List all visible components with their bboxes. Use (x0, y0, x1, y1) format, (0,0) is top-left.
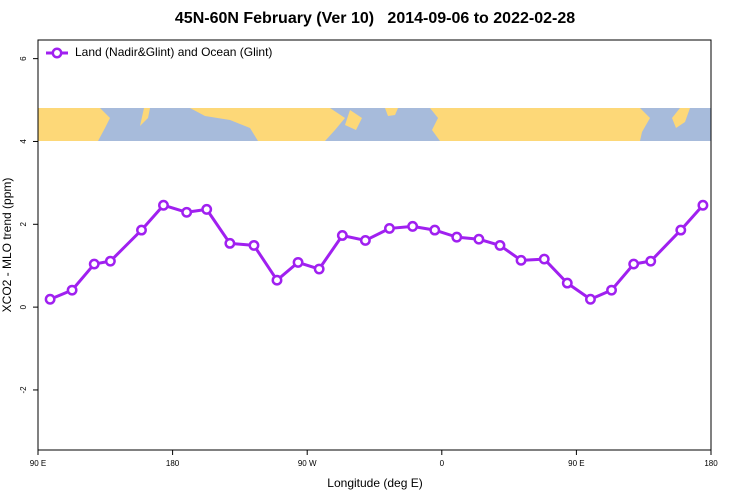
data-point (675, 224, 687, 236)
data-point (66, 284, 78, 296)
x-tick-label: 180 (166, 459, 180, 468)
legend-label: Land (Nadir&Glint) and Ocean (Glint) (75, 45, 272, 59)
data-point (44, 293, 56, 305)
data-point (359, 234, 371, 246)
y-tick-label: 2 (19, 222, 28, 227)
y-axis-title: XCO2 - MLO trend (ppm) (0, 178, 14, 313)
data-point (88, 258, 100, 270)
data-point (313, 263, 325, 275)
data-point (697, 199, 709, 211)
x-tick-label: 90 E (30, 459, 46, 468)
map-band (38, 108, 711, 141)
x-tick-label: 90 W (298, 459, 317, 468)
x-tick-label: 180 (704, 459, 718, 468)
x-tick-label: 0 (440, 459, 445, 468)
data-point (606, 284, 617, 296)
data-point (407, 220, 419, 232)
chart-title: 45N-60N February (Ver 10) 2014-09-06 to … (175, 10, 575, 27)
data-point (384, 222, 395, 234)
data-point (451, 231, 463, 243)
data-point (336, 230, 348, 241)
data-point (628, 258, 640, 270)
x-tick-label: 90 E (568, 459, 584, 468)
data-point (201, 203, 213, 215)
series-line (49, 203, 705, 301)
data-point (181, 206, 193, 218)
data-point (494, 239, 506, 251)
x-axis-title: Longitude (deg E) (327, 476, 422, 490)
plot-frame (37, 39, 712, 451)
y-tick-label: -2 (19, 386, 28, 394)
data-point (248, 239, 260, 251)
data-point (538, 253, 550, 265)
data-point (224, 237, 236, 249)
data-point (429, 224, 441, 236)
data-point (104, 255, 116, 267)
y-tick-label: 6 (19, 56, 28, 61)
data-point (136, 224, 147, 236)
legend-marker (51, 47, 63, 59)
data-point (515, 254, 527, 266)
data-point (645, 255, 657, 267)
data-point (473, 233, 485, 245)
data-point (292, 256, 304, 268)
y-tick-label: 0 (19, 304, 28, 309)
data-point (271, 274, 283, 286)
data-point (561, 277, 573, 289)
y-tick-label: 4 (19, 139, 28, 144)
data-point (585, 293, 596, 305)
data-point (158, 199, 169, 211)
